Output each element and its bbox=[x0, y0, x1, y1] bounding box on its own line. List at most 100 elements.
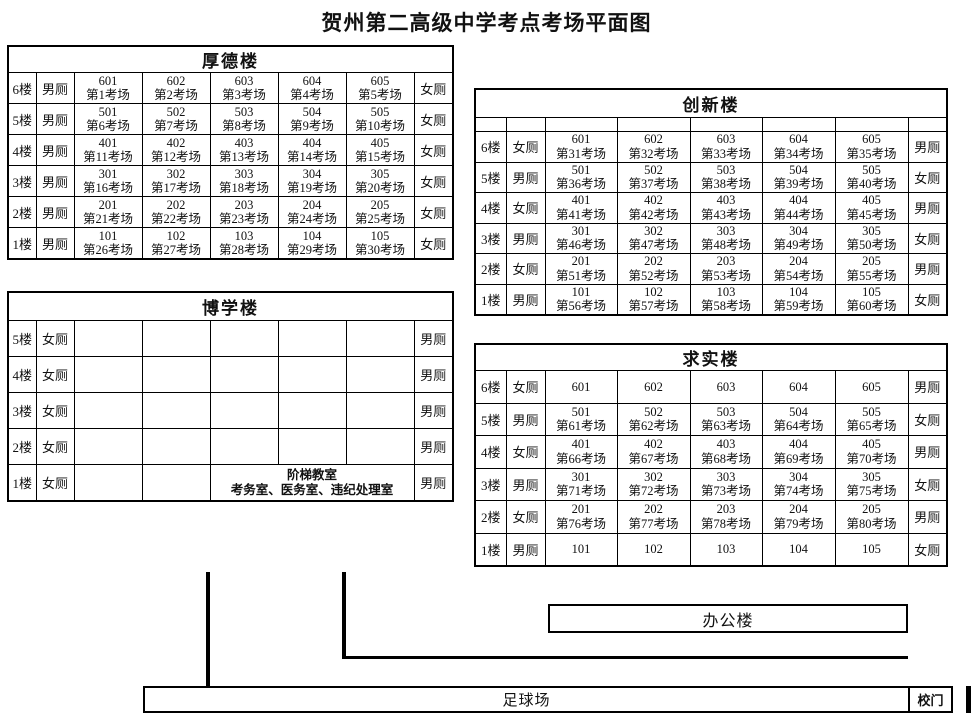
exam-room-label: 第11考场 bbox=[83, 150, 133, 164]
room-cell: 504 第9考场 bbox=[277, 103, 347, 135]
toilet-label: 男厕 bbox=[35, 227, 75, 260]
room-number: 603 bbox=[234, 73, 254, 88]
room-cell: 505 第10考场 bbox=[345, 103, 415, 135]
room-number: 104 bbox=[789, 542, 808, 556]
room-number: 604 bbox=[302, 73, 322, 88]
exam-room-label: 第8考场 bbox=[222, 119, 266, 133]
room-cell bbox=[141, 392, 211, 429]
floor-row: 1楼 男厕 101 102 103 104 105 女厕 bbox=[474, 532, 948, 567]
exam-room-label: 第48考场 bbox=[700, 238, 751, 253]
floor-label: 1楼 bbox=[7, 464, 37, 502]
room-number: 501 bbox=[98, 104, 118, 119]
exam-room-label: 第41考场 bbox=[555, 207, 606, 222]
exam-room-label: 第5考场 bbox=[358, 88, 402, 102]
floor-label: 2楼 bbox=[7, 196, 37, 228]
room-cell bbox=[277, 320, 347, 357]
toilet-label: 男厕 bbox=[413, 464, 454, 502]
exam-room-label: 第52考场 bbox=[628, 268, 679, 283]
toilet-label: 女厕 bbox=[505, 192, 546, 224]
room-cell: 201 第21考场 bbox=[73, 196, 143, 228]
floor-row: 2楼 女厕 男厕 bbox=[7, 428, 454, 465]
room-number: 105 bbox=[862, 284, 881, 299]
exam-room-label: 第1考场 bbox=[86, 88, 130, 102]
room-number: 505 bbox=[862, 162, 881, 177]
football-field-box: 足球场 bbox=[143, 686, 910, 713]
spacer-cell bbox=[544, 117, 618, 132]
room-number: 602 bbox=[644, 379, 663, 394]
exam-room-label: 第3考场 bbox=[222, 88, 266, 102]
exam-room-label: 第57考场 bbox=[628, 299, 679, 314]
toilet-label: 女厕 bbox=[907, 467, 948, 501]
room-number: 505 bbox=[862, 404, 881, 419]
floor-label: 1楼 bbox=[474, 532, 507, 567]
toilet-label: 女厕 bbox=[505, 131, 546, 163]
room-cell: 405 第15考场 bbox=[345, 134, 415, 166]
toilet-label: 男厕 bbox=[505, 532, 546, 567]
room-number: 202 bbox=[644, 254, 663, 269]
room-cell bbox=[345, 320, 415, 357]
floor-label: 3楼 bbox=[474, 222, 507, 254]
room-number: 501 bbox=[571, 162, 591, 177]
floor-row: 6楼 男厕 601 第1考场 602 第2考场 603 第3考场 604 第4考场 605 第5考场女… bbox=[7, 72, 454, 104]
exam-room-label: 第15考场 bbox=[354, 150, 405, 164]
special-rooms-line: 考务室、医务室、违纪处理室 bbox=[230, 482, 394, 497]
exam-room-label: 第51考场 bbox=[555, 268, 606, 283]
room-number: 304 bbox=[789, 469, 808, 484]
exam-room-label: 第7考场 bbox=[154, 119, 198, 133]
room-cell: 401 第41考场 bbox=[544, 192, 618, 224]
room-cell: 105 bbox=[834, 532, 909, 567]
room-number: 502 bbox=[644, 404, 663, 419]
floor-row: 3楼 男厕 301 第46考场 302 第47考场 303 第48考场 304 第49考场 305 第… bbox=[474, 222, 948, 254]
exam-room-label: 第64考场 bbox=[773, 419, 824, 434]
toilet-label: 男厕 bbox=[413, 356, 454, 393]
room-number: 201 bbox=[571, 254, 591, 269]
floor-row: 3楼 男厕 301 第16考场 302 第17考场 303 第18考场 304 第19考场 305 第… bbox=[7, 165, 454, 197]
exam-room-label: 第32考场 bbox=[628, 146, 679, 161]
room-number: 103 bbox=[234, 228, 254, 243]
room-number: 502 bbox=[166, 104, 186, 119]
exam-room-label: 第43考场 bbox=[700, 207, 751, 222]
room-cell: 603 第3考场 bbox=[209, 72, 279, 104]
room-number: 304 bbox=[789, 223, 808, 238]
building-name: 创新楼 bbox=[474, 88, 948, 118]
room-number: 305 bbox=[862, 469, 881, 484]
toilet-label: 男厕 bbox=[907, 500, 948, 534]
floor-label: 2楼 bbox=[474, 253, 507, 285]
exam-room-label: 第59考场 bbox=[773, 299, 824, 314]
toilet-label: 女厕 bbox=[907, 402, 948, 436]
room-cell: 105 第30考场 bbox=[345, 227, 415, 260]
room-cell bbox=[209, 392, 279, 429]
room-cell: 101 第56考场 bbox=[544, 283, 618, 316]
toilet-label: 男厕 bbox=[505, 222, 546, 254]
floor-row: 6楼 女厕 601 602 603 604 605 男厕 bbox=[474, 370, 948, 404]
spacer-cell bbox=[505, 117, 546, 132]
exam-room-label: 第2考场 bbox=[154, 88, 198, 102]
room-cell: 501 第61考场 bbox=[544, 402, 618, 436]
exam-room-label: 第12考场 bbox=[150, 150, 201, 164]
exam-room-label: 第4考场 bbox=[290, 88, 334, 102]
room-number: 201 bbox=[571, 502, 591, 517]
room-cell: 305 第75考场 bbox=[834, 467, 909, 501]
football-field-label: 足球场 bbox=[502, 693, 551, 709]
room-number: 303 bbox=[716, 223, 736, 238]
exam-room-label: 第75考场 bbox=[846, 484, 897, 499]
exam-room-label: 第37考场 bbox=[628, 177, 679, 192]
floor-label: 6楼 bbox=[474, 131, 507, 163]
room-cell: 601 第31考场 bbox=[544, 131, 618, 163]
room-cell: 304 第74考场 bbox=[761, 467, 836, 501]
room-number: 302 bbox=[644, 223, 663, 238]
room-number: 401 bbox=[571, 193, 591, 208]
room-number: 302 bbox=[644, 469, 663, 484]
exam-room-label: 第20考场 bbox=[354, 181, 405, 195]
room-number: 403 bbox=[716, 193, 736, 208]
exam-room-label: 第47考场 bbox=[628, 238, 679, 253]
floor-label: 1楼 bbox=[474, 283, 507, 316]
exam-room-label: 第34考场 bbox=[773, 146, 824, 161]
room-cell: 503 第8考场 bbox=[209, 103, 279, 135]
floor-label: 5楼 bbox=[7, 320, 37, 357]
room-number: 605 bbox=[862, 132, 881, 147]
room-number: 605 bbox=[370, 73, 390, 88]
room-cell: 305 第20考场 bbox=[345, 165, 415, 197]
exam-room-label: 第56考场 bbox=[555, 299, 606, 314]
room-number: 602 bbox=[166, 73, 186, 88]
